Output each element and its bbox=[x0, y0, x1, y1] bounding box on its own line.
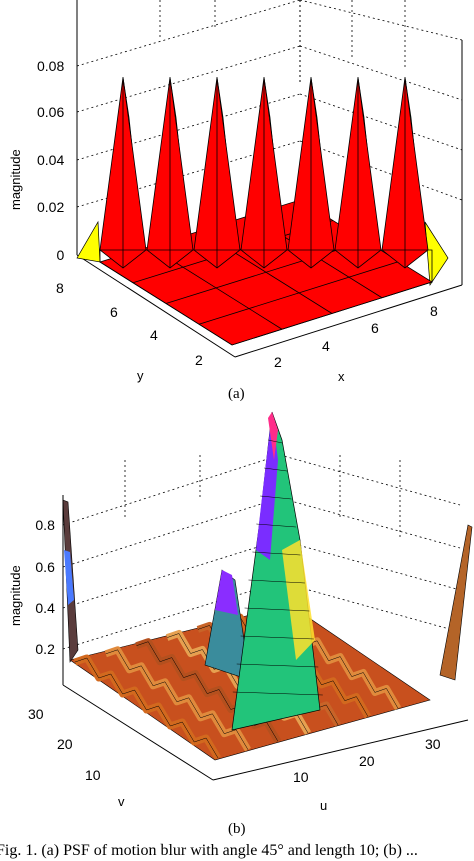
grid-line bbox=[279, 581, 461, 633]
surface-plot-a: 00.020.040.060.08 magnitude 8 6 4 2 y 2 … bbox=[8, 0, 463, 384]
z-tick-label: 0.08 bbox=[37, 58, 64, 74]
subfigure-label-b: (b) bbox=[228, 821, 246, 837]
z-tick-label: 0.06 bbox=[37, 104, 64, 120]
surface-skirt bbox=[99, 249, 433, 346]
y-tick-label: 8 bbox=[56, 280, 64, 296]
grid-line bbox=[299, 93, 463, 151]
grid-line bbox=[76, 93, 301, 161]
central-peak-mesh bbox=[260, 495, 292, 500]
central-peak-mesh bbox=[268, 439, 283, 444]
x-tick-label: 30 bbox=[425, 736, 441, 752]
axis-line bbox=[234, 284, 463, 358]
axis-line bbox=[212, 719, 469, 781]
figure-panel-b: 0.2 0.4 0.6 0.8 magnitude 30 20 10 v 10 20 … bbox=[0, 400, 474, 820]
y-tick-label: 20 bbox=[57, 736, 73, 752]
grid-line bbox=[279, 497, 461, 549]
surface-edge-right bbox=[424, 221, 449, 287]
x-tick-label: 4 bbox=[322, 338, 330, 354]
grid-line bbox=[279, 539, 461, 591]
corner-spike-highlight bbox=[64, 550, 74, 605]
central-peak-tip bbox=[268, 412, 278, 460]
central-peak-mesh bbox=[256, 523, 296, 528]
z-tick-label: 0 bbox=[57, 247, 65, 263]
central-peak-mesh bbox=[232, 691, 323, 696]
x-tick-label: 6 bbox=[371, 320, 379, 336]
surface-plot-b: 0.20.40.60.8 magnitude 30 20 10 v 10 20 … bbox=[8, 411, 473, 813]
floor-grid-line bbox=[198, 261, 400, 325]
surface-edge-left bbox=[76, 220, 101, 263]
grid-line bbox=[76, 45, 301, 113]
x-axis-label: x bbox=[338, 369, 345, 384]
ripple-mesh bbox=[136, 641, 279, 742]
y-tick-label: 30 bbox=[28, 706, 44, 722]
y-tick-label: 10 bbox=[85, 767, 101, 783]
z-axis-label: magnitude bbox=[8, 565, 23, 626]
central-peak-mesh bbox=[264, 467, 287, 472]
z-axis-label: magnitude bbox=[8, 149, 23, 210]
x-tick-label: 20 bbox=[359, 753, 375, 769]
y-tick-label: 6 bbox=[110, 304, 118, 320]
grid-line bbox=[299, 140, 463, 201]
central-peak-side bbox=[282, 540, 315, 660]
corner-spike-right bbox=[439, 524, 473, 681]
y-tick-label: 4 bbox=[150, 327, 158, 343]
z-tick-label: 0.04 bbox=[37, 152, 64, 168]
axis-line bbox=[76, 254, 236, 358]
central-peak-mesh bbox=[248, 579, 305, 584]
surface-peaks bbox=[99, 77, 433, 346]
grid-line bbox=[76, 140, 301, 208]
z-tick-label: 0.2 bbox=[35, 641, 55, 657]
y-axis-label: v bbox=[118, 794, 125, 809]
grid-line bbox=[279, 454, 461, 506]
x-tick-label: 2 bbox=[274, 354, 282, 370]
central-peak-mesh bbox=[236, 663, 319, 668]
z-tick-label: 0.8 bbox=[35, 517, 55, 533]
secondary-peak-top bbox=[215, 570, 238, 615]
z-tick-label: 0.4 bbox=[35, 600, 55, 616]
ripple-mesh bbox=[74, 657, 219, 759]
central-peak-mesh bbox=[240, 635, 314, 640]
grid-line bbox=[299, 45, 463, 101]
x-tick-label: 8 bbox=[430, 303, 438, 319]
grid-line bbox=[76, 0, 301, 67]
z-tick-label: 0.6 bbox=[35, 559, 55, 575]
figure-caption: Fig. 1. (a) PSF of motion blur with angl… bbox=[0, 842, 418, 859]
z-tick-label: 0.02 bbox=[37, 199, 64, 215]
figure-panel-a: 0 0.02 0.04 0.06 0.08 magnitude 8 6 4 2 y 2 … bbox=[0, 0, 474, 388]
x-axis-label: u bbox=[320, 798, 327, 813]
grid-line bbox=[62, 454, 281, 526]
secondary-peak bbox=[204, 569, 251, 681]
subfigure-label-a: (a) bbox=[228, 386, 245, 402]
central-peak bbox=[231, 411, 323, 731]
axis-line bbox=[62, 684, 214, 781]
y-axis-label: y bbox=[137, 368, 144, 383]
central-peak-mesh bbox=[244, 607, 310, 612]
grid-line bbox=[299, 0, 463, 41]
grid-line bbox=[62, 539, 281, 609]
y-tick-label: 2 bbox=[195, 352, 203, 368]
central-peak-mesh bbox=[252, 551, 301, 556]
ripple-mesh bbox=[105, 649, 249, 750]
grid-line bbox=[62, 497, 281, 568]
x-tick-label: 10 bbox=[293, 769, 309, 785]
